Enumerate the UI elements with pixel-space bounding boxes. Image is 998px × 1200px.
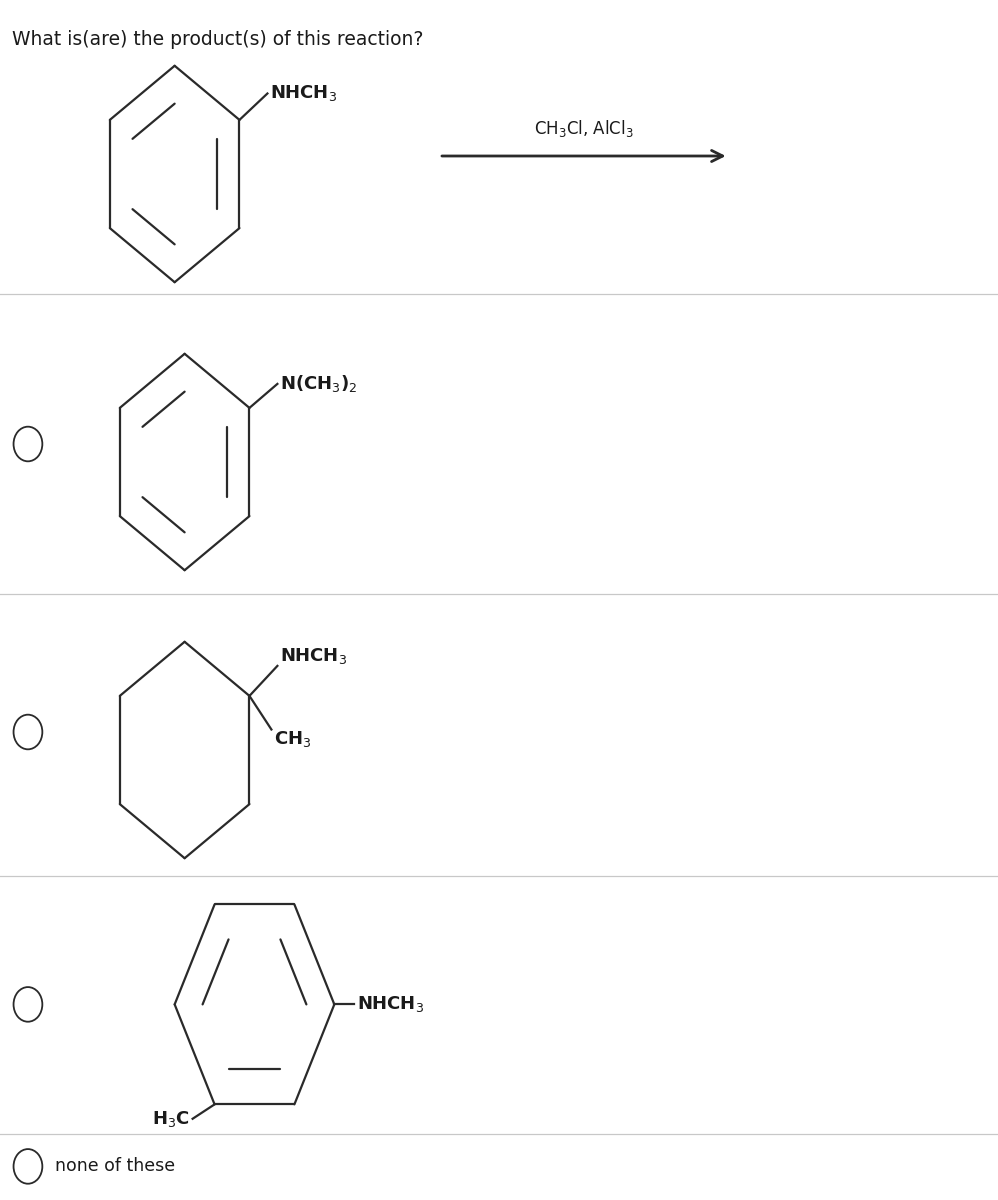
Text: CH$_3$Cl, AlCl$_3$: CH$_3$Cl, AlCl$_3$ [534,119,634,139]
Text: NHCH$_3$: NHCH$_3$ [270,84,337,103]
Text: NHCH$_3$: NHCH$_3$ [280,646,347,666]
Text: N(CH$_3$)$_2$: N(CH$_3$)$_2$ [280,373,358,395]
Text: H$_3$C: H$_3$C [152,1109,190,1129]
Text: NHCH$_3$: NHCH$_3$ [357,995,424,1014]
Text: CH$_3$: CH$_3$ [274,730,311,750]
Text: none of these: none of these [55,1157,175,1176]
Text: What is(are) the product(s) of this reaction?: What is(are) the product(s) of this reac… [12,30,423,49]
